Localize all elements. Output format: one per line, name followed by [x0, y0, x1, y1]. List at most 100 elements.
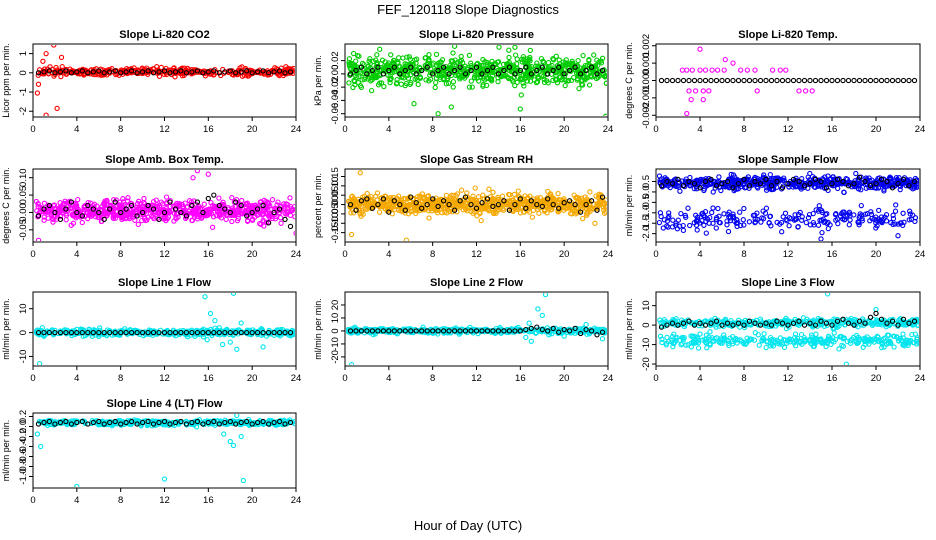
- series-point: [141, 216, 148, 222]
- reference-point: [85, 70, 91, 76]
- reference-point: [183, 70, 190, 76]
- reference-point: [150, 329, 157, 336]
- series-point: [369, 75, 376, 81]
- reference-point: [801, 183, 808, 189]
- reference-point: [211, 68, 217, 74]
- series-point: [591, 52, 597, 58]
- series-point: [890, 212, 896, 218]
- series-point: [793, 216, 800, 222]
- reference-point: [594, 332, 600, 338]
- reference-point: [216, 202, 222, 209]
- reference-point: [386, 328, 392, 334]
- series-point: [534, 60, 540, 66]
- series-point: [805, 215, 812, 221]
- series-point: [35, 203, 41, 210]
- series-point: [780, 214, 786, 220]
- series-point: [810, 219, 817, 226]
- y-tick-label: 0.10: [330, 177, 341, 196]
- reference-point: [150, 206, 157, 212]
- series-point: [387, 76, 394, 82]
- series-point: [855, 183, 861, 189]
- series-point: [717, 220, 723, 226]
- series-point: [179, 201, 185, 208]
- series-point: [434, 62, 440, 69]
- series-point: [62, 198, 68, 204]
- outlier-point: [35, 237, 42, 241]
- series-point: [846, 222, 852, 228]
- reference-point: [534, 324, 540, 330]
- series-point: [486, 186, 492, 192]
- series-point: [506, 191, 512, 198]
- reference-point: [812, 77, 819, 84]
- series-point: [468, 60, 474, 66]
- series-point: [263, 219, 269, 225]
- data-points: [346, 170, 607, 241]
- x-tick-label: 12: [783, 249, 794, 260]
- series-point: [239, 197, 245, 204]
- x-tick-label: 16: [203, 124, 214, 135]
- reference-point: [862, 178, 868, 185]
- y-tick-label: 0.10: [18, 168, 29, 187]
- reference-point: [556, 329, 562, 335]
- series-point: [427, 72, 433, 78]
- outlier-point: [202, 294, 208, 300]
- series-point: [737, 222, 744, 229]
- reference-point: [528, 198, 534, 204]
- reference-point: [85, 202, 91, 209]
- series-point: [258, 206, 264, 213]
- reference-point: [534, 67, 540, 74]
- series-point: [803, 219, 809, 226]
- reference-point: [249, 209, 255, 216]
- reference-point: [708, 77, 714, 84]
- series-point: [103, 209, 109, 216]
- series-point: [210, 205, 217, 212]
- reference-point: [254, 69, 261, 75]
- series-point: [527, 47, 533, 54]
- series-point: [730, 213, 736, 220]
- y-tick-label: 0.002: [641, 34, 652, 58]
- x-tick-label: 16: [827, 124, 838, 135]
- y-axis-label: degrees C per min.: [1, 167, 11, 244]
- reference-point: [873, 77, 879, 84]
- reference-point: [818, 77, 824, 84]
- reference-point: [763, 77, 769, 84]
- panel-4: Slope Amb. Box Temp.degrees C per min.0 4…: [1, 154, 301, 260]
- series-point: [595, 62, 601, 68]
- series-point: [741, 205, 747, 212]
- series-point: [601, 202, 607, 208]
- reference-point: [900, 77, 907, 84]
- reference-point: [145, 68, 151, 74]
- series-point: [417, 75, 424, 81]
- x-tick-label: 8: [430, 124, 435, 135]
- reference-point: [287, 223, 294, 230]
- reference-point: [550, 201, 556, 208]
- y-tick-label: -10: [18, 350, 29, 364]
- reference-point: [244, 213, 250, 219]
- x-tick-label: 4: [74, 249, 79, 260]
- series-point: [859, 215, 865, 222]
- series-point: [852, 183, 858, 190]
- series-point: [402, 210, 408, 216]
- series-point: [713, 216, 719, 223]
- reference-point: [128, 202, 135, 209]
- x-tick-label: 20: [871, 249, 882, 260]
- y-tick-label: 0.00: [330, 65, 341, 84]
- series-point: [357, 211, 363, 217]
- series-point: [728, 171, 734, 178]
- series-point: [218, 215, 225, 221]
- series-point: [439, 57, 446, 63]
- series-point: [586, 82, 593, 88]
- series-point: [207, 209, 213, 216]
- series-point: [388, 52, 394, 58]
- series-point: [682, 212, 688, 219]
- outlier-point: [260, 344, 266, 350]
- reference-point: [265, 70, 272, 76]
- panel-title: Slope Line 3 Flow: [742, 277, 835, 289]
- series-point: [419, 191, 426, 197]
- series-point: [709, 209, 715, 216]
- reference-point: [222, 69, 228, 75]
- outlier-point: [212, 317, 218, 324]
- series-point: [506, 47, 512, 53]
- series-point: [127, 210, 133, 216]
